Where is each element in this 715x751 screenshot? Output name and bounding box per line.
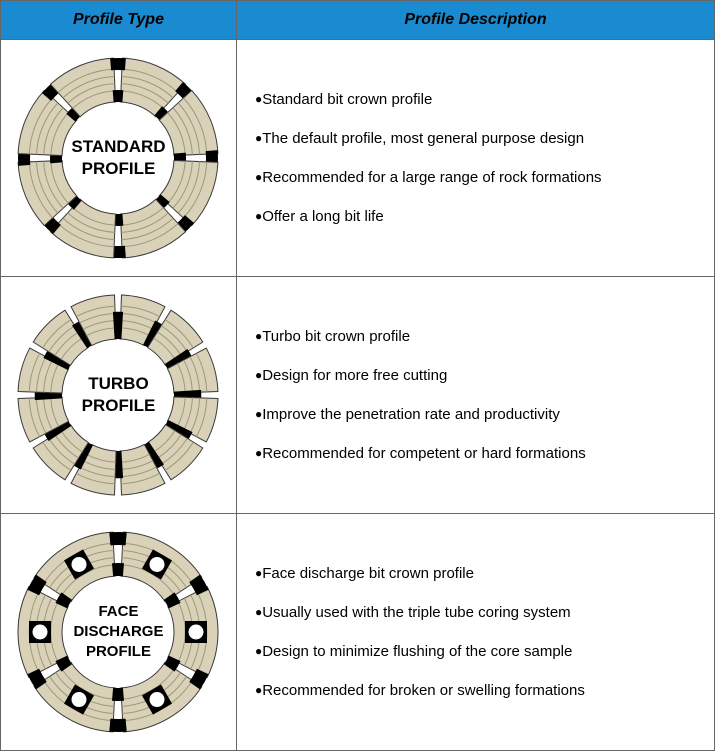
col-header-desc: Profile Description (236, 1, 714, 40)
profile-table: Profile Type Profile Description STANDAR… (0, 0, 715, 751)
type-cell-standard: STANDARD PROFILE (1, 40, 237, 277)
type-cell-turbo: TURBO PROFILE (1, 277, 237, 514)
col-header-type: Profile Type (1, 1, 237, 40)
bullet: Usually used with the triple tube coring… (255, 604, 696, 621)
bullet: Offer a long bit life (255, 208, 696, 225)
turbo-profile-icon: TURBO PROFILE (14, 291, 222, 499)
desc-cell-standard: Standard bit crown profile The default p… (236, 40, 714, 277)
bullet: Design to minimize flushing of the core … (255, 643, 696, 660)
table-row: TURBO PROFILE Turbo bit crown profile De… (1, 277, 715, 514)
bullet: Recommended for a large range of rock fo… (255, 169, 696, 186)
table-row: FACE DISCHARGE PROFILE Face discharge bi… (1, 514, 715, 751)
type-cell-facedischarge: FACE DISCHARGE PROFILE (1, 514, 237, 751)
bullet: Face discharge bit crown profile (255, 565, 696, 582)
bullet: Recommended for broken or swelling forma… (255, 682, 696, 699)
face-discharge-profile-icon: FACE DISCHARGE PROFILE (14, 528, 222, 736)
bullet: Recommended for competent or hard format… (255, 445, 696, 462)
standard-profile-icon: STANDARD PROFILE (14, 54, 222, 262)
table-row: STANDARD PROFILE Standard bit crown prof… (1, 40, 715, 277)
bullet: Improve the penetration rate and product… (255, 406, 696, 423)
bullet: Standard bit crown profile (255, 91, 696, 108)
bullet: Turbo bit crown profile (255, 328, 696, 345)
desc-cell-facedischarge: Face discharge bit crown profile Usually… (236, 514, 714, 751)
bullet: Design for more free cutting (255, 367, 696, 384)
desc-cell-turbo: Turbo bit crown profile Design for more … (236, 277, 714, 514)
bullet: The default profile, most general purpos… (255, 130, 696, 147)
